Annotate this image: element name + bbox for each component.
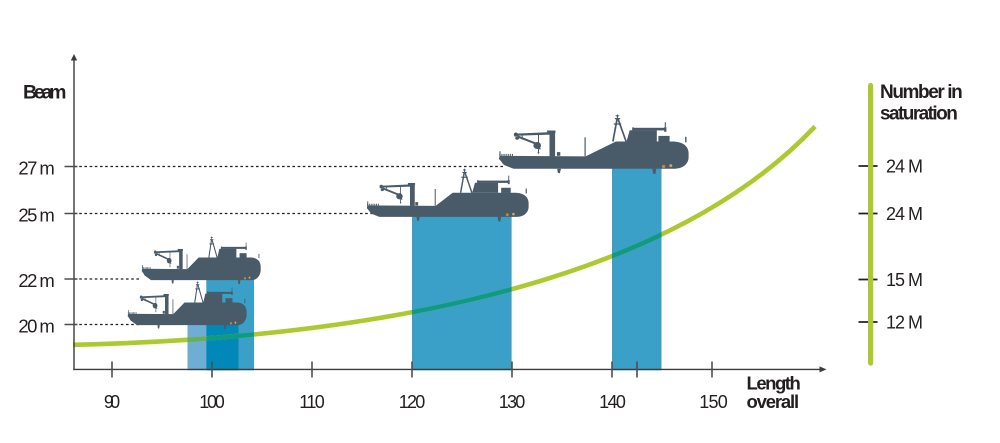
svg-text:overall: overall [747,391,800,412]
svg-text:110: 110 [299,392,325,412]
svg-text:140: 140 [599,392,626,412]
svg-text:120: 120 [399,392,426,412]
svg-text:24 M: 24 M [886,157,923,177]
svg-text:130: 130 [499,392,526,412]
svg-text:22 m: 22 m [18,270,54,291]
svg-text:27 m: 27 m [18,158,54,179]
svg-text:25 m: 25 m [18,205,54,226]
svg-text:15 M: 15 M [886,270,923,290]
svg-text:Length: Length [747,373,801,394]
svg-text:12 M: 12 M [886,313,923,333]
svg-text:100: 100 [199,392,225,412]
svg-text:Beam: Beam [23,82,67,104]
svg-text:150: 150 [699,392,728,412]
svg-text:20 m: 20 m [18,316,54,337]
svg-text:saturation: saturation [880,103,958,124]
svg-text:Number in: Number in [880,82,963,103]
svg-text:24 M: 24 M [886,204,923,224]
svg-text:90: 90 [104,392,120,412]
